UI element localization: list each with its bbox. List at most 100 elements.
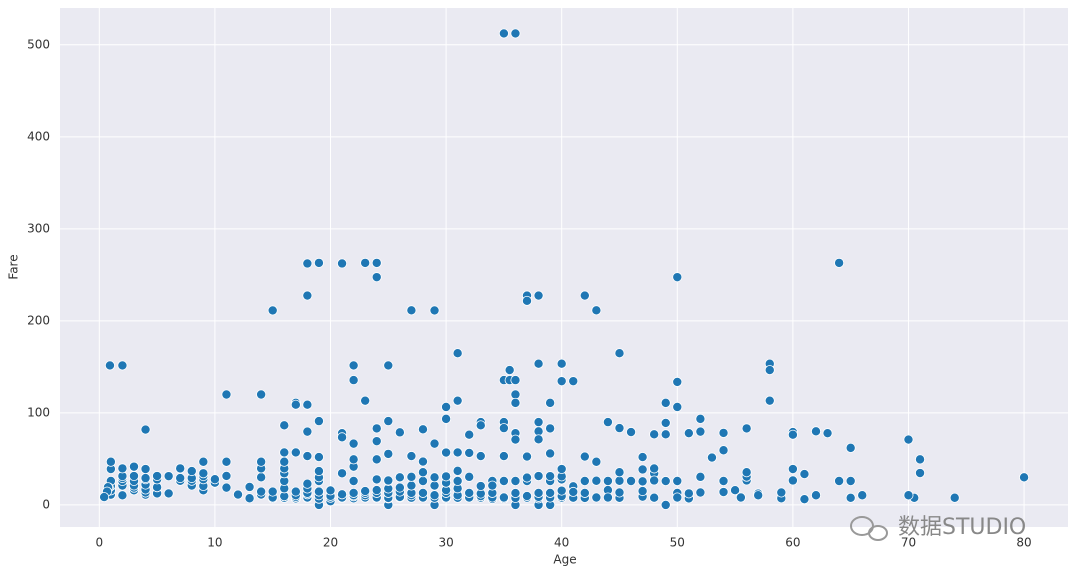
watermark-icon: [850, 516, 888, 541]
point: [429, 480, 440, 491]
x-tick-label: 60: [785, 536, 800, 550]
point: [579, 290, 590, 301]
point: [302, 426, 313, 437]
point: [244, 493, 255, 504]
point: [556, 376, 567, 387]
point: [602, 492, 613, 503]
point: [464, 471, 475, 482]
point: [510, 389, 521, 400]
point: [348, 375, 359, 386]
point: [406, 471, 417, 482]
point: [175, 473, 186, 484]
point: [568, 376, 579, 387]
point: [383, 360, 394, 371]
point: [256, 486, 267, 497]
point: [383, 448, 394, 459]
point: [279, 447, 290, 458]
point: [822, 428, 833, 439]
point: [452, 447, 463, 458]
point: [337, 258, 348, 269]
x-tick-label: 70: [901, 536, 916, 550]
point: [487, 480, 498, 491]
point: [556, 485, 567, 496]
point: [337, 489, 348, 500]
point: [764, 395, 775, 406]
point: [394, 427, 405, 438]
point: [730, 485, 741, 496]
point: [522, 295, 533, 306]
y-tick-label: 0: [42, 497, 50, 511]
point: [498, 451, 509, 462]
point: [394, 482, 405, 493]
point: [735, 492, 746, 503]
point: [313, 452, 324, 463]
point: [267, 486, 278, 497]
point: [753, 490, 764, 501]
grid: [60, 8, 1068, 527]
point: [533, 417, 544, 428]
point: [441, 413, 452, 424]
point: [383, 475, 394, 486]
point: [545, 487, 556, 498]
point: [949, 492, 960, 503]
point: [163, 471, 174, 482]
y-tick-label: 500: [27, 37, 50, 51]
point: [221, 389, 232, 400]
point: [198, 468, 209, 479]
point: [221, 456, 232, 467]
point: [811, 490, 822, 501]
point: [313, 486, 324, 497]
point: [533, 358, 544, 369]
point: [614, 487, 625, 498]
point: [452, 348, 463, 359]
point: [579, 487, 590, 498]
point: [452, 475, 463, 486]
point: [429, 305, 440, 316]
point: [117, 463, 128, 474]
point: [510, 397, 521, 408]
point: [302, 399, 313, 410]
point: [649, 463, 660, 474]
point: [104, 360, 115, 371]
point: [741, 467, 752, 478]
x-tick-label: 0: [95, 536, 103, 550]
point: [695, 471, 706, 482]
point: [626, 475, 637, 486]
point: [348, 487, 359, 498]
watermark: 数据STUDIO: [898, 515, 1026, 540]
point: [186, 466, 197, 477]
point: [175, 463, 186, 474]
point: [128, 461, 139, 472]
y-tick-label: 100: [27, 405, 50, 419]
point: [417, 424, 428, 435]
point: [522, 472, 533, 483]
point: [649, 429, 660, 440]
point: [348, 454, 359, 465]
point: [221, 482, 232, 493]
point: [660, 429, 671, 440]
point: [498, 423, 509, 434]
point: [672, 376, 683, 387]
point: [221, 470, 232, 481]
point: [533, 434, 544, 445]
point: [475, 481, 486, 492]
point: [568, 486, 579, 497]
point: [140, 424, 151, 435]
point: [545, 471, 556, 482]
point: [522, 491, 533, 502]
point: [464, 429, 475, 440]
y-axis-label: Fare: [7, 254, 21, 279]
point: [417, 475, 428, 486]
point: [279, 420, 290, 431]
point: [915, 454, 926, 465]
point: [510, 28, 521, 39]
y-tick-label: 200: [27, 313, 50, 327]
point: [417, 456, 428, 467]
point: [464, 447, 475, 458]
point: [787, 429, 798, 440]
point: [371, 485, 382, 496]
point: [464, 487, 475, 498]
point: [533, 487, 544, 498]
point: [845, 442, 856, 453]
point: [649, 475, 660, 486]
